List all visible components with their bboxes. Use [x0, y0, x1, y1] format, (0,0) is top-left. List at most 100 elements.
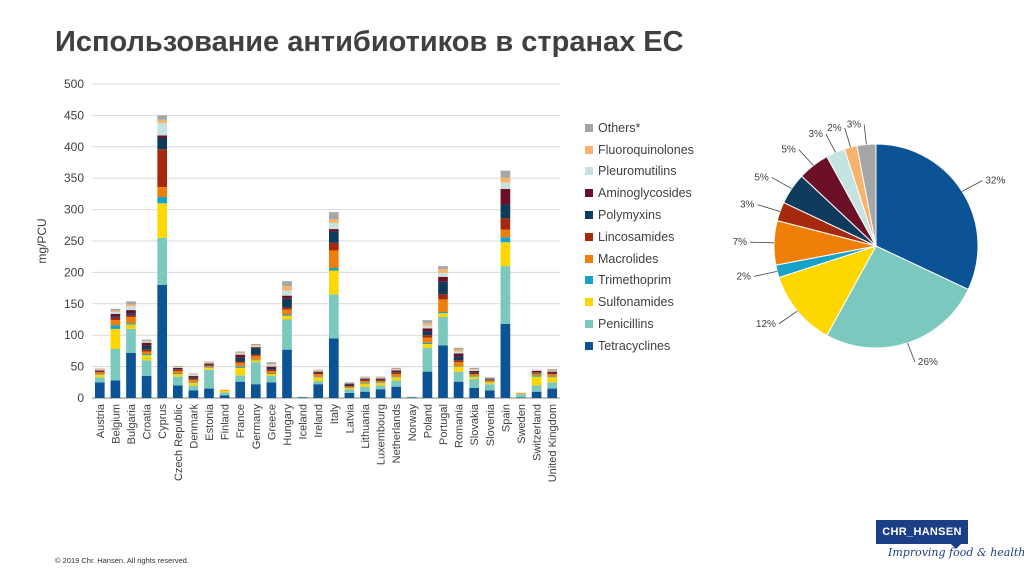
bar-segment: [484, 380, 495, 382]
bar-segment: [157, 186, 168, 198]
copyright-footer: © 2019 Chr. Hansen. All rights reserved.: [55, 556, 189, 565]
bar-segment: [484, 381, 495, 383]
bar-segment: [313, 384, 324, 398]
bar-segment: [141, 341, 152, 343]
bar-segment: [360, 386, 370, 392]
bar-segment: [157, 149, 168, 187]
bar-segment: [94, 369, 105, 370]
bar-segment: [344, 382, 355, 383]
bar-segment: [360, 378, 370, 380]
bar-segment: [344, 383, 355, 385]
bar-segment: [141, 360, 152, 377]
pie-leader-line: [750, 241, 775, 244]
bar-segment: [250, 359, 261, 361]
bar-segment: [438, 266, 448, 270]
bar-segment: [438, 311, 448, 314]
bar-segment: [391, 372, 402, 373]
page-title: Использование антибиотиков в странах ЕС: [55, 26, 684, 58]
bar-segment: [204, 365, 214, 368]
bar-segment: [250, 345, 261, 346]
bar-segment: [531, 375, 542, 377]
y-tick-label: 300: [64, 203, 84, 217]
bar-segment: [344, 382, 355, 384]
bar-segment: [422, 335, 433, 338]
bar-segment: [516, 392, 526, 393]
bar-segment: [375, 379, 386, 381]
bar-segment: [204, 362, 214, 363]
bar-segment: [235, 357, 246, 362]
bar-segment: [313, 381, 324, 385]
bar-segment: [516, 394, 526, 398]
bar-segment: [141, 376, 152, 398]
bar-segment: [94, 368, 105, 370]
bar-segment: [422, 343, 433, 348]
bar-segment: [422, 320, 433, 324]
x-tick-label: Switzerland: [532, 404, 544, 461]
bar-segment: [266, 376, 277, 383]
x-tick-label: Luxembourg: [376, 404, 388, 465]
bar-segment: [266, 366, 277, 369]
bar-segment: [360, 377, 370, 378]
pie-leader-line: [825, 133, 836, 153]
bar-segment: [391, 369, 402, 371]
x-tick-label: Estonia: [204, 403, 216, 441]
y-tick-label: 400: [64, 140, 84, 154]
bar-segment: [422, 342, 433, 344]
legend-label: Pleuromutilins: [598, 164, 677, 179]
bar-segment: [204, 362, 214, 364]
x-tick-label: Netherlands: [391, 404, 403, 464]
legend-label: Others*: [598, 120, 641, 135]
bar-segment: [126, 324, 136, 329]
bar-segment: [484, 377, 495, 378]
bar-segment: [126, 315, 136, 317]
bar-segment: [531, 376, 542, 386]
bar-segment: [266, 370, 277, 374]
legend-item: Fluoroquinolones: [585, 139, 694, 161]
bar-segment: [266, 362, 277, 365]
legend-swatch: [585, 298, 593, 307]
bar-segment: [453, 371, 464, 382]
bar-segment: [141, 342, 152, 346]
pie-percent-label: 2%: [827, 123, 842, 134]
pie-percent-label: 2%: [737, 271, 752, 282]
bar-segment: [500, 237, 511, 243]
bar-segment: [484, 378, 495, 380]
bar-segment: [469, 369, 480, 370]
bar-segment: [391, 367, 402, 370]
legend-item: Macrolides: [585, 248, 694, 270]
bar-segment: [126, 306, 136, 311]
bar-segment: [157, 115, 168, 120]
bar-segment: [110, 320, 121, 326]
x-tick-label: Spain: [500, 404, 512, 432]
bar-segment: [282, 349, 292, 398]
logo-brand: CHR_HANSEN: [882, 526, 962, 538]
bar-segment: [126, 313, 136, 316]
x-tick-label: France: [235, 404, 247, 438]
bar-segment: [172, 366, 183, 368]
bar-segment: [188, 390, 199, 398]
x-tick-label: Greece: [266, 404, 278, 440]
bar-segment: [469, 370, 480, 373]
bar-segment: [126, 352, 136, 398]
x-tick-label: Denmark: [188, 404, 200, 449]
bar-segment: [531, 373, 542, 376]
bar-segment: [110, 311, 121, 314]
bar-segment: [188, 374, 199, 375]
bar-segment: [188, 382, 199, 386]
bar-segment: [328, 268, 339, 271]
bar-segment: [266, 368, 277, 370]
bar-segment: [172, 385, 183, 398]
y-tick-label: 200: [64, 265, 84, 279]
bar-segment: [188, 377, 199, 379]
bar-segment: [313, 370, 324, 371]
x-tick-label: Italy: [329, 404, 341, 425]
bar-segment: [250, 343, 261, 346]
bar-segment: [453, 353, 464, 357]
bar-segment: [375, 380, 386, 382]
bar-segment: [531, 370, 542, 373]
bar-segment: [547, 376, 558, 378]
bar-segment: [282, 315, 292, 320]
pie-percent-label: 26%: [918, 357, 938, 368]
bar-segment: [516, 397, 526, 398]
y-axis-label: mg/PCU: [35, 218, 49, 263]
